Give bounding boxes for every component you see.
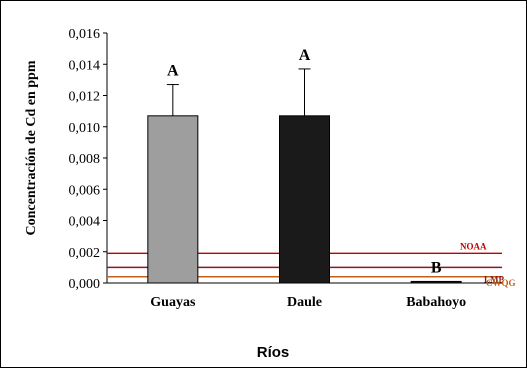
bars <box>147 115 462 284</box>
axes: 0,000 0,002 0,004 0,006 0,008 0,010 0,012 0,014… <box>69 27 502 292</box>
y-tick-label: 0,004 <box>69 215 101 230</box>
y-tick-label: 0,010 <box>69 121 101 136</box>
group-letter-daule: A <box>299 47 311 64</box>
labels: A Guayas A Daule B Babahoyo <box>150 47 466 310</box>
group-letter-babahoyo: B <box>431 259 442 276</box>
reference-label-noaa: NOAA <box>460 241 487 251</box>
y-tick-label: 0,012 <box>69 90 101 105</box>
bar-daule <box>279 115 330 284</box>
y-axis-label: Concentración de Cd en ppm <box>24 60 39 235</box>
x-tick-label-daule: Daule <box>287 295 322 310</box>
bar-guayas <box>147 115 199 284</box>
x-tick-label-guayas: Guayas <box>150 295 196 310</box>
bar-babahoyo <box>410 280 462 284</box>
y-tick-label: 0,002 <box>69 246 101 261</box>
reference-label-lmp: LMP <box>484 274 504 284</box>
x-tick-label-babahoyo: Babahoyo <box>406 295 466 310</box>
reference-label-cwqg: CWQG <box>486 278 516 288</box>
y-tick-label: 0,016 <box>69 27 101 42</box>
group-letter-guayas: A <box>167 63 179 80</box>
y-tick-label: 0,006 <box>69 183 101 198</box>
y-tick-label: 0,000 <box>69 277 101 292</box>
y-tick-label: 0,014 <box>69 58 101 73</box>
y-tick-label: 0,008 <box>69 152 101 167</box>
x-axis-label: Ríos <box>257 344 290 361</box>
error-bars <box>166 68 311 116</box>
